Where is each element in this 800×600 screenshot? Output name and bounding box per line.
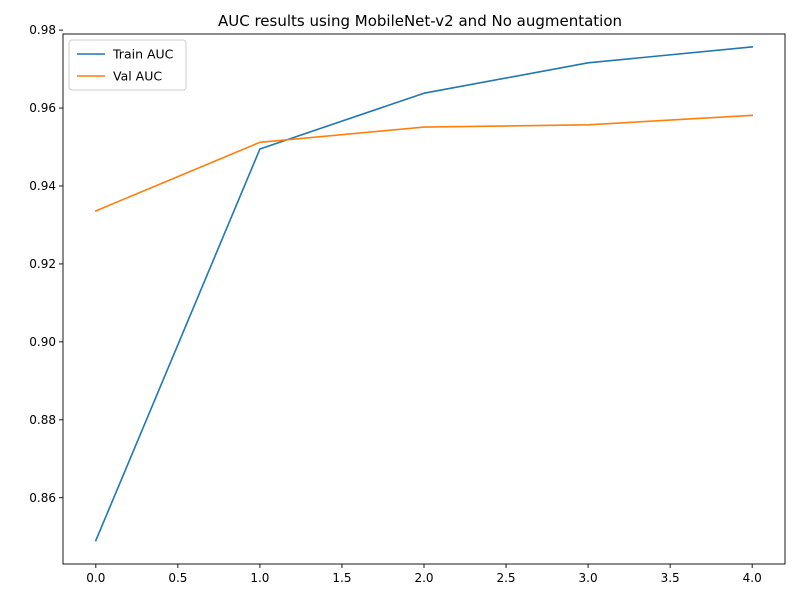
legend-box [68,39,187,91]
y-axis: 0.86 0.88 0.90 0.92 0.94 0.96 0.98 [29,23,63,505]
series-line-val-auc [94,114,754,212]
y-tick-label: 0.94 [29,179,56,193]
x-tick-label: 3.0 [579,571,598,585]
y-tick-label: 0.86 [29,491,56,505]
x-tick-label: 0.0 [86,571,105,585]
x-tick-label: 2.0 [414,571,433,585]
series-line-train-auc [94,46,754,542]
legend: Train AUC Val AUC [68,39,187,91]
x-tick-label: 1.0 [250,571,269,585]
legend-label: Train AUC [112,47,174,62]
legend-label: Val AUC [113,69,162,84]
x-tick-label: 0.5 [168,571,187,585]
y-tick-label: 0.96 [29,101,56,115]
x-tick-label: 4.0 [743,571,762,585]
y-tick-label: 0.98 [29,23,56,37]
x-axis: 0.0 0.5 1.0 1.5 2.0 2.5 3.0 3.5 4.0 [86,564,762,585]
plot-frame [62,33,786,565]
y-tick-label: 0.92 [29,257,56,271]
x-tick-label: 1.5 [332,571,351,585]
y-tick-label: 0.88 [29,413,56,427]
y-tick-label: 0.90 [29,335,56,349]
plot-area [62,33,786,565]
x-tick-label: 2.5 [496,571,515,585]
chart-title: AUC results using MobileNet-v2 and No au… [218,12,622,30]
x-tick-label: 3.5 [661,571,680,585]
